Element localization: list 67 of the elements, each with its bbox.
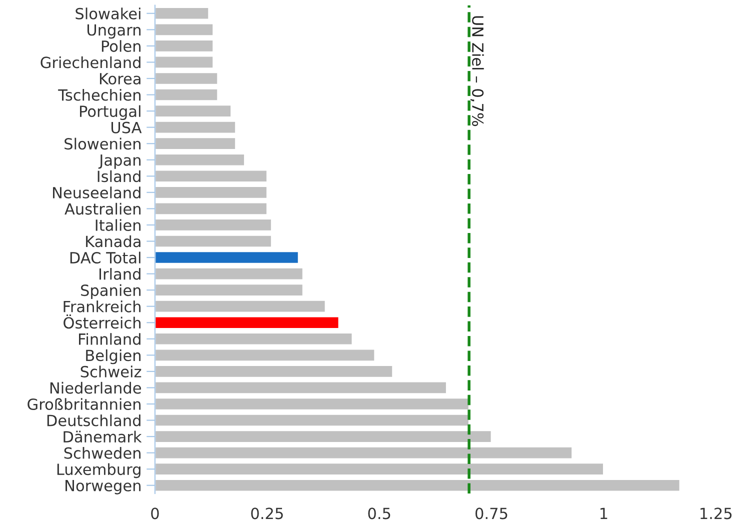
- y-tick-label: Irland: [100, 268, 140, 280]
- bar: [154, 202, 268, 216]
- bar: [154, 364, 394, 378]
- bar: [154, 169, 268, 183]
- y-tick-label: Kanada: [86, 235, 140, 248]
- bar: [154, 250, 300, 264]
- ref-line-label: UN Ziel – 0,7%: [470, 16, 484, 126]
- bar: [154, 104, 232, 118]
- bar: [154, 413, 470, 428]
- y-tick-label: Spanien: [81, 284, 140, 300]
- y-tick-label: Luxemburg: [57, 463, 140, 478]
- y-tick-label: Portugal: [80, 105, 140, 120]
- y-tick-label: Italien: [96, 219, 140, 231]
- y-tick-label: Österreich: [64, 314, 140, 329]
- y-tick-label: Finnland: [79, 333, 140, 345]
- y-tick-label: USA: [111, 122, 142, 134]
- bar: [154, 55, 214, 70]
- bar: [154, 446, 573, 460]
- y-tick-label: Neuseeland: [53, 186, 140, 198]
- y-tick-label: Ungarn: [87, 24, 140, 39]
- y-tick-label: Griechenland: [40, 56, 140, 68]
- y-tick-label: Tschechien: [58, 88, 140, 101]
- y-tick-label: Schweden: [64, 447, 140, 459]
- bar: [154, 39, 214, 53]
- bar: [154, 186, 268, 200]
- bar: [154, 332, 354, 346]
- x-tick-label: 1: [600, 508, 608, 519]
- x-tick-label: 0.5: [368, 508, 390, 520]
- bar: [154, 283, 304, 297]
- y-tick-label: Dänemark: [64, 430, 142, 443]
- y-tick-label: Slowakei: [76, 8, 140, 20]
- y-tick-label: Belgien: [86, 349, 140, 364]
- bar: [154, 348, 376, 362]
- y-tick-label: Niederlande: [50, 382, 141, 394]
- bar: [154, 430, 492, 444]
- bar: [154, 136, 236, 150]
- bar: [154, 72, 218, 86]
- x-tick-label: 0.75: [476, 508, 508, 520]
- bar: [154, 478, 681, 492]
- bar: [154, 300, 326, 314]
- bar: [154, 234, 272, 248]
- y-tick-label: DAC Total: [70, 252, 140, 264]
- y-tick-label: Schweiz: [80, 366, 142, 378]
- bar: [154, 153, 246, 167]
- y-tick-label: Slowenien: [64, 138, 140, 150]
- y-tick-label: Norwegen: [66, 480, 140, 494]
- bar: [154, 218, 272, 232]
- bar: [154, 88, 218, 102]
- x-tick-label: 0.25: [251, 508, 283, 520]
- bar: [154, 266, 304, 281]
- bar: [154, 6, 210, 20]
- bar: [154, 316, 340, 330]
- bar: [154, 380, 448, 395]
- x-tick-label: 0: [151, 508, 159, 520]
- y-tick-label: Australien: [64, 202, 140, 215]
- y-tick-label: Korea: [100, 73, 140, 85]
- y-tick-label: Großbritannien: [28, 398, 140, 410]
- x-tick-label: 1.25: [700, 508, 732, 520]
- bar: [154, 22, 214, 36]
- bar: [154, 462, 604, 476]
- y-tick-label: Island: [98, 170, 140, 182]
- y-tick-label: Deutschland: [47, 414, 140, 426]
- bar: [154, 120, 236, 134]
- y-tick-label: Japan: [98, 154, 140, 169]
- y-tick-label: Frankreich: [64, 300, 140, 312]
- y-tick-label: Polen: [102, 40, 140, 52]
- bar: [154, 397, 470, 411]
